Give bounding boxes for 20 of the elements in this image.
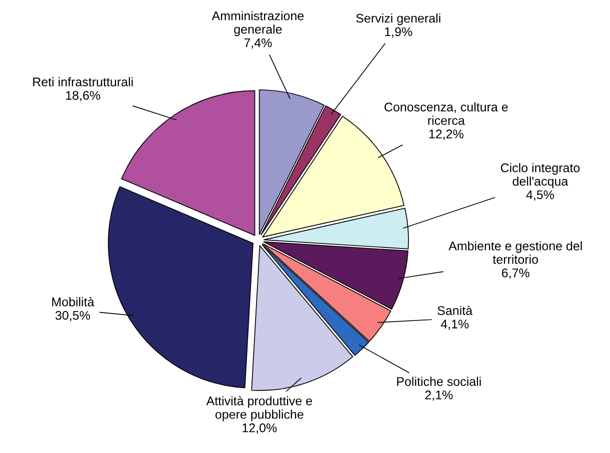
slice-label: Ciclo integrato dell'acqua [500, 163, 580, 188]
data-label: 6,7% [502, 268, 530, 279]
slice-label: Servizi generali [356, 13, 440, 26]
data-label: 4,5% [526, 190, 554, 201]
slice-label: Attività produttive e opere pubbliche [206, 396, 312, 422]
data-label: 12,2% [429, 130, 464, 140]
slice-label: Sanità [438, 306, 473, 316]
slice-label: Conoscenza, cultura e ricerca [384, 102, 508, 125]
data-label: 12,0% [242, 423, 277, 434]
data-label: 7,4% [244, 38, 272, 49]
data-label: 18,6% [66, 90, 100, 102]
slice-label: Mobilità [52, 297, 94, 306]
data-label: 30,5% [55, 310, 90, 322]
slice-label: Amministrazione generale [212, 11, 304, 36]
slice-label: Politiche sociali [397, 376, 481, 386]
data-label: 2,1% [425, 390, 453, 401]
slice-label: Ambiente e gestione del territorio [448, 241, 582, 264]
slice-label: Reti infrastrutturali [33, 77, 133, 86]
data-label: 4,1% [440, 320, 469, 330]
data-label: 1,9% [385, 27, 412, 38]
